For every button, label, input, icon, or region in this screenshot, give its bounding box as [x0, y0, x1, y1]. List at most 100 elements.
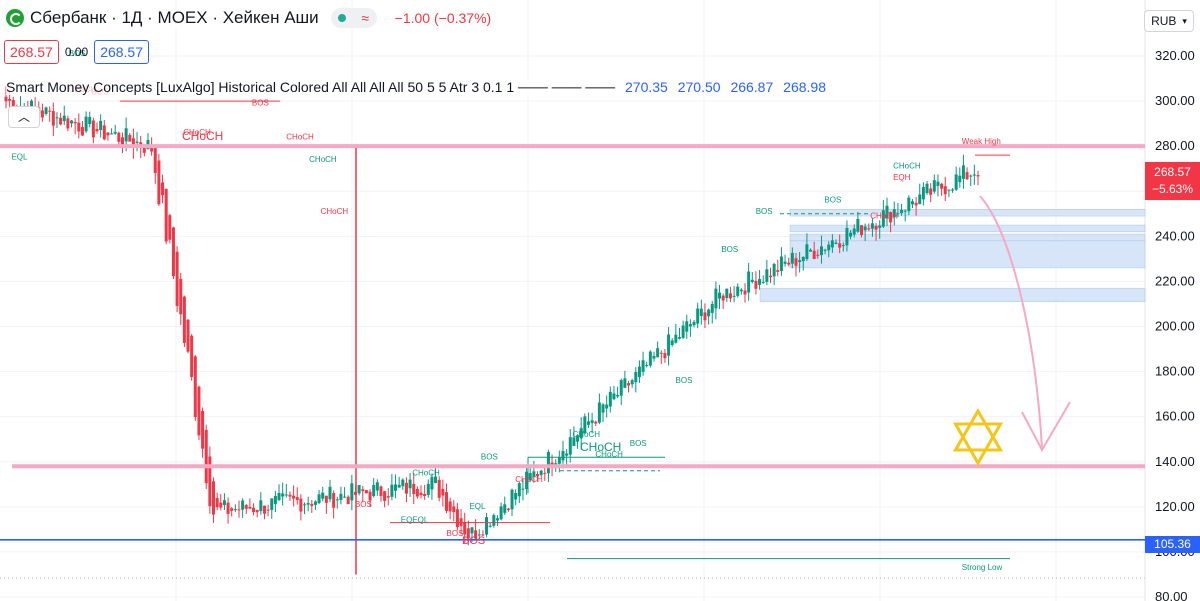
candle-body — [758, 279, 762, 285]
market-status[interactable]: ≈ — [330, 8, 377, 28]
candle-body — [91, 120, 95, 138]
status-pill[interactable]: ≈ — [330, 8, 377, 28]
last-price-label: 268.57 −5.63% — [1145, 162, 1200, 200]
candle-body — [539, 470, 543, 476]
candle-body — [117, 132, 121, 142]
structure-label: CHoCH — [412, 468, 440, 477]
indicator-name[interactable]: Smart Money Concepts [LuxAlgo] Historica… — [6, 79, 515, 95]
sell-button[interactable]: 268.57 — [4, 40, 59, 64]
candle-body — [514, 493, 518, 500]
candle-body — [685, 321, 689, 332]
candle-body — [161, 182, 165, 196]
candle-body — [470, 527, 474, 534]
candle-body — [736, 286, 740, 296]
candle-body — [375, 482, 379, 491]
candle-body — [153, 147, 157, 174]
last-price-change: −5.63% — [1151, 182, 1194, 196]
candle-body — [244, 505, 248, 509]
candle-body — [579, 428, 583, 439]
candle-body — [597, 402, 601, 423]
candle-body — [670, 340, 674, 346]
market-open-icon — [338, 14, 347, 22]
candle-body — [404, 482, 408, 494]
candle-body — [390, 484, 394, 497]
price-change: −1.00 (−0.37%) — [394, 10, 492, 26]
candle-body — [554, 463, 558, 465]
buy-button[interactable]: 268.57 — [94, 40, 150, 64]
sber-logo-icon — [6, 9, 24, 27]
candle-body — [601, 404, 605, 413]
collapse-legend-button[interactable]: ︿ — [8, 106, 40, 128]
candle-body — [142, 144, 146, 153]
candle-body — [503, 504, 507, 513]
candle-body — [426, 483, 430, 495]
candle-body — [102, 125, 106, 140]
candle-body — [605, 404, 609, 409]
candle-body — [179, 278, 183, 315]
structure-label: CHoCH — [183, 128, 211, 137]
symbol-title[interactable]: Сбербанк · 1Д · MOEX · Хейкен Аши — [30, 8, 319, 27]
candle-body — [761, 281, 765, 283]
candle-body — [208, 456, 212, 507]
candle-body — [951, 189, 955, 191]
candle-body — [248, 506, 252, 509]
last-price-value: 268.57 — [1154, 165, 1191, 179]
candle-body — [972, 174, 976, 176]
candle-body — [863, 226, 867, 231]
candle-body — [576, 435, 580, 442]
candle-body — [95, 128, 99, 132]
structure-label: CHoCH — [515, 475, 543, 484]
candle-body — [787, 262, 791, 265]
candle-body — [630, 380, 634, 385]
currency-select[interactable]: RUB ▾ — [1144, 10, 1194, 32]
structure-label: CHoCH — [286, 132, 314, 141]
candle-body — [226, 502, 230, 514]
candle-body — [357, 485, 361, 494]
structure-label: BOS — [824, 196, 841, 205]
candle-body — [721, 295, 725, 301]
candle-body — [190, 335, 194, 377]
candle-body — [306, 503, 310, 505]
candle-body — [193, 356, 197, 418]
structure-label: EQEQL — [401, 516, 429, 525]
candle-body — [561, 450, 565, 461]
candle-body — [940, 183, 944, 189]
candle-body — [499, 506, 503, 520]
candle-body — [401, 479, 405, 487]
candle-body — [51, 111, 55, 126]
candle-body — [637, 366, 641, 378]
candle-body — [157, 160, 161, 205]
candle-body — [590, 420, 594, 424]
candle-body — [270, 498, 274, 510]
candle-body — [452, 506, 456, 513]
demand-zone — [789, 224, 1146, 233]
candle-body — [386, 496, 390, 498]
demand-zone — [789, 209, 1146, 217]
candle-body — [525, 471, 529, 490]
structure-label: BOS — [355, 500, 372, 509]
candle-body — [295, 497, 299, 501]
structure-label: BOS — [481, 452, 498, 461]
candle-body — [852, 228, 856, 235]
candle-body — [430, 476, 434, 490]
candle-body — [747, 271, 751, 293]
candle-body — [699, 308, 703, 317]
candle-body — [830, 240, 834, 248]
candle-body — [255, 509, 259, 513]
candle-body — [714, 288, 718, 309]
y-tick-label: 80.00 — [1155, 589, 1188, 601]
candle-body — [444, 492, 448, 511]
candle-body — [707, 309, 711, 317]
candle-body — [372, 485, 376, 497]
candle-body — [415, 488, 419, 497]
candle-body — [900, 209, 904, 214]
structure-label: BOS — [447, 529, 464, 538]
candle-body — [885, 205, 889, 219]
candle-body — [332, 493, 336, 508]
candle-body — [62, 115, 66, 122]
candle-body — [896, 213, 900, 215]
indicator-legend[interactable]: Smart Money Concepts [LuxAlgo] Historica… — [6, 79, 832, 95]
candle-body — [696, 308, 700, 324]
candle-body — [317, 494, 321, 504]
